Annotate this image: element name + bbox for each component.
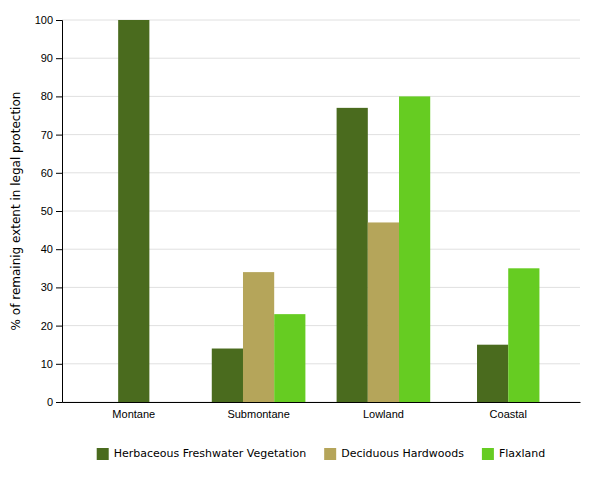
- legend-item: Deciduous Hardwoods: [324, 447, 464, 460]
- y-tick: 80: [41, 90, 62, 102]
- y-tick-mark: [56, 249, 62, 250]
- bar: [243, 272, 274, 402]
- chart: 0 10 20 30 40 50 60 70 80 90 100 Montane Submontane L…: [0, 0, 600, 482]
- y-tick: 20: [41, 320, 62, 332]
- y-tick-label: 20: [41, 320, 53, 332]
- y-tick: 60: [41, 167, 62, 179]
- y-tick-mark: [56, 402, 62, 403]
- y-axis-title: % of remainig extent in legal protection: [9, 92, 23, 331]
- y-tick-label: 30: [41, 281, 53, 293]
- x-tick: Lowland: [363, 402, 404, 420]
- y-tick-mark: [56, 135, 62, 136]
- x-tick-label: Coastal: [490, 408, 527, 420]
- y-tick-label: 70: [41, 129, 53, 141]
- x-tick-label: Montane: [112, 408, 155, 420]
- y-tick-label: 60: [41, 167, 53, 179]
- legend-swatch: [97, 448, 109, 460]
- y-axis-line: [56, 21, 63, 403]
- bar: [274, 314, 305, 402]
- y-tick-mark: [56, 287, 62, 288]
- y-tick-label: 40: [41, 243, 53, 255]
- y-tick: 10: [41, 358, 62, 370]
- plot: 0 10 20 30 40 50 60 70 80 90 100 Montane Submontane L…: [35, 14, 581, 420]
- legend-swatch: [482, 448, 494, 460]
- y-tick-mark: [56, 58, 62, 59]
- y-tick: 0: [47, 396, 62, 408]
- y-tick: 30: [41, 281, 62, 293]
- legend-label: Flaxland: [499, 447, 545, 460]
- bar: [368, 222, 399, 402]
- bar: [337, 108, 368, 402]
- bar: [118, 20, 149, 402]
- y-tick: 100: [35, 14, 62, 26]
- x-axis-line: [63, 402, 581, 403]
- legend-item: Flaxland: [482, 447, 545, 460]
- legend-label: Herbaceous Freshwater Vegetation: [114, 447, 306, 460]
- x-tick-label: Lowland: [363, 408, 404, 420]
- y-tick-label: 50: [41, 205, 53, 217]
- legend-item: Herbaceous Freshwater Vegetation: [97, 447, 306, 460]
- y-axis: 0 10 20 30 40 50 60 70 80 90 100: [35, 14, 63, 408]
- y-tick-mark: [56, 211, 62, 212]
- x-tick: Montane: [112, 402, 155, 420]
- legend-swatch: [324, 448, 336, 460]
- x-tick-label: Submontane: [227, 408, 289, 420]
- x-tick: Coastal: [490, 402, 527, 420]
- bar: [399, 96, 430, 402]
- y-tick-label: 90: [41, 52, 53, 64]
- y-tick-label: 100: [35, 14, 53, 26]
- x-axis: Montane Submontane Lowland Coastal: [63, 402, 581, 420]
- y-tick-label: 0: [47, 396, 53, 408]
- legend: Herbaceous Freshwater Vegetation Deciduou…: [97, 447, 546, 460]
- y-tick-mark: [56, 96, 62, 97]
- bar: [477, 345, 508, 402]
- y-tick-mark: [56, 326, 62, 327]
- y-tick-mark: [56, 364, 62, 365]
- y-tick-mark: [56, 20, 62, 21]
- y-tick-label: 80: [41, 90, 53, 102]
- y-tick-mark: [56, 173, 62, 174]
- y-tick: 40: [41, 243, 62, 255]
- y-tick: 50: [41, 205, 62, 217]
- grid: [62, 20, 580, 402]
- bar: [508, 268, 539, 402]
- y-tick: 70: [41, 129, 62, 141]
- bar: [212, 349, 243, 402]
- y-tick: 90: [41, 52, 62, 64]
- x-tick: Submontane: [227, 402, 289, 420]
- legend-label: Deciduous Hardwoods: [341, 447, 464, 460]
- y-tick-label: 10: [41, 358, 53, 370]
- bars: [118, 20, 539, 402]
